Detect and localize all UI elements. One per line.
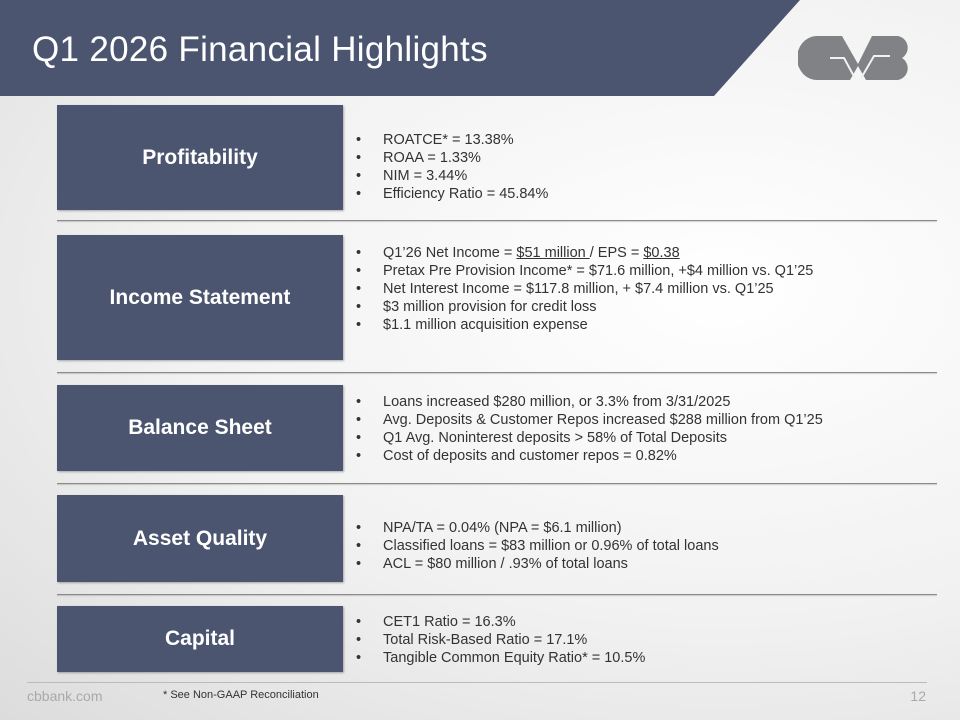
- profitability-bullets: ROATCE* = 13.38% ROAA = 1.33% NIM = 3.44…: [356, 131, 548, 203]
- section-label-capital: Capital: [57, 606, 343, 672]
- section-label-asset-quality: Asset Quality: [57, 495, 343, 582]
- divider: [57, 220, 937, 221]
- bullet-item: NIM = 3.44%: [356, 167, 548, 185]
- bullet-item: $3 million provision for credit loss: [356, 298, 813, 316]
- page-number: 12: [910, 688, 926, 704]
- bullet-item: ROAA = 1.33%: [356, 149, 548, 167]
- bullet-item: Cost of deposits and customer repos = 0.…: [356, 447, 823, 465]
- section-label-balance-sheet: Balance Sheet: [57, 385, 343, 471]
- title-banner: [0, 0, 800, 96]
- bullet-item: Classified loans = $83 million or 0.96% …: [356, 537, 719, 555]
- balance-sheet-bullets: Loans increased $280 million, or 3.3% fr…: [356, 393, 823, 465]
- net-income-text: Q1’26 Net Income =: [383, 245, 517, 261]
- eps-text: / EPS =: [589, 245, 644, 261]
- bullet-item: Avg. Deposits & Customer Repos increased…: [356, 411, 823, 429]
- footer-divider: [27, 682, 927, 683]
- bullet-item: Efficiency Ratio = 45.84%: [356, 185, 548, 203]
- divider: [57, 594, 937, 595]
- bullet-item: Tangible Common Equity Ratio* = 10.5%: [356, 649, 645, 667]
- net-income-value: $51 million: [516, 245, 590, 261]
- eps-value: $0.38: [643, 245, 680, 261]
- bullet-item: Total Risk-Based Ratio = 17.1%: [356, 631, 645, 649]
- bullet-item: Q1 Avg. Noninterest deposits > 58% of To…: [356, 429, 823, 447]
- capital-bullets: CET1 Ratio = 16.3% Total Risk-Based Rati…: [356, 613, 645, 667]
- bullet-item: CET1 Ratio = 16.3%: [356, 613, 645, 631]
- divider: [57, 372, 937, 373]
- bullet-item: Loans increased $280 million, or 3.3% fr…: [356, 393, 823, 411]
- bullet-item: Net Interest Income = $117.8 million, + …: [356, 280, 813, 298]
- bullet-item: Q1’26 Net Income = $51 million / EPS = $…: [356, 244, 813, 262]
- bullet-item: Pretax Pre Provision Income* = $71.6 mil…: [356, 262, 813, 280]
- asset-quality-bullets: NPA/TA = 0.04% (NPA = $6.1 million) Clas…: [356, 519, 719, 573]
- footnote: * See Non-GAAP Reconciliation: [163, 689, 319, 701]
- income-statement-bullets: Q1’26 Net Income = $51 million / EPS = $…: [356, 244, 813, 334]
- bullet-item: $1.1 million acquisition expense: [356, 316, 813, 334]
- cvb-logo: [798, 36, 908, 81]
- section-label-profitability: Profitability: [57, 105, 343, 210]
- bullet-item: ACL = $80 million / .93% of total loans: [356, 555, 719, 573]
- bullet-item: NPA/TA = 0.04% (NPA = $6.1 million): [356, 519, 719, 537]
- footer-url: cbbank.com: [27, 688, 103, 704]
- page-title: Q1 2026 Financial Highlights: [32, 30, 488, 69]
- divider: [57, 483, 937, 484]
- section-label-income-statement: Income Statement: [57, 235, 343, 360]
- bullet-item: ROATCE* = 13.38%: [356, 131, 548, 149]
